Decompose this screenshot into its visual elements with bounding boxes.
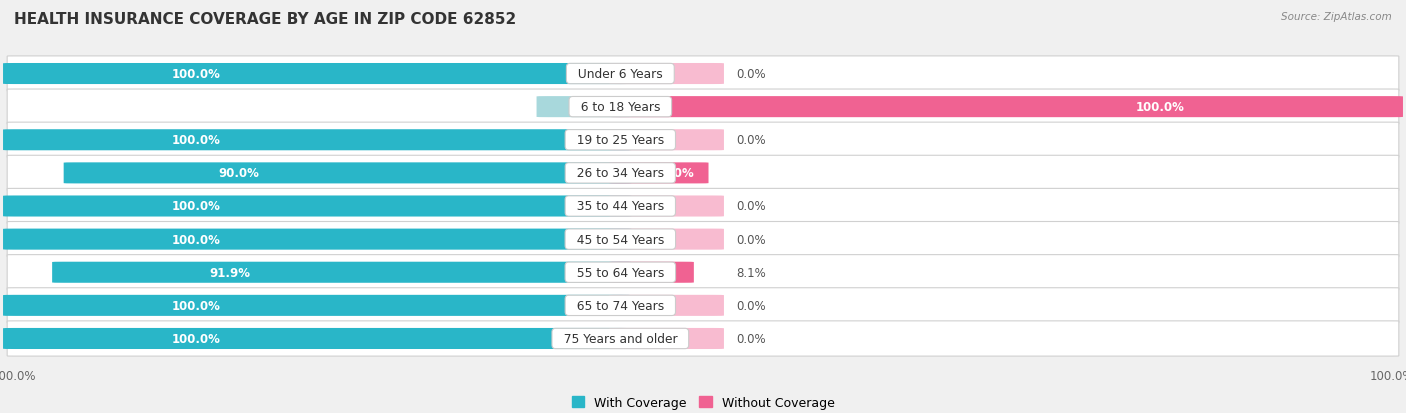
FancyBboxPatch shape <box>609 295 724 316</box>
FancyBboxPatch shape <box>609 97 1403 118</box>
Text: 0.0%: 0.0% <box>737 233 766 246</box>
FancyBboxPatch shape <box>609 262 693 283</box>
FancyBboxPatch shape <box>609 130 724 151</box>
Text: 26 to 34 Years: 26 to 34 Years <box>569 167 672 180</box>
Text: 100.0%: 100.0% <box>172 299 221 312</box>
FancyBboxPatch shape <box>609 64 724 85</box>
Text: 90.0%: 90.0% <box>218 167 259 180</box>
Text: 100.0%: 100.0% <box>172 200 221 213</box>
FancyBboxPatch shape <box>7 288 1399 323</box>
Text: 100.0%: 100.0% <box>172 134 221 147</box>
Text: 10.0%: 10.0% <box>654 167 695 180</box>
Text: 100.0%: 100.0% <box>172 68 221 81</box>
Text: HEALTH INSURANCE COVERAGE BY AGE IN ZIP CODE 62852: HEALTH INSURANCE COVERAGE BY AGE IN ZIP … <box>14 12 516 27</box>
FancyBboxPatch shape <box>52 262 631 283</box>
Text: 91.9%: 91.9% <box>209 266 250 279</box>
Text: 45 to 54 Years: 45 to 54 Years <box>569 233 672 246</box>
FancyBboxPatch shape <box>3 328 631 349</box>
FancyBboxPatch shape <box>63 163 631 184</box>
Text: 75 Years and older: 75 Years and older <box>555 332 685 345</box>
Text: 35 to 44 Years: 35 to 44 Years <box>569 200 672 213</box>
FancyBboxPatch shape <box>3 130 631 151</box>
Text: Under 6 Years: Under 6 Years <box>569 68 671 81</box>
Text: 100.0%: 100.0% <box>172 233 221 246</box>
Text: 55 to 64 Years: 55 to 64 Years <box>569 266 672 279</box>
FancyBboxPatch shape <box>7 321 1399 356</box>
FancyBboxPatch shape <box>3 196 631 217</box>
Legend: With Coverage, Without Coverage: With Coverage, Without Coverage <box>567 391 839 413</box>
FancyBboxPatch shape <box>609 328 724 349</box>
FancyBboxPatch shape <box>7 255 1399 290</box>
Text: 65 to 74 Years: 65 to 74 Years <box>569 299 672 312</box>
Text: 0.0%: 0.0% <box>737 332 766 345</box>
Text: 6 to 18 Years: 6 to 18 Years <box>572 101 668 114</box>
FancyBboxPatch shape <box>7 57 1399 92</box>
Text: 8.1%: 8.1% <box>737 266 766 279</box>
FancyBboxPatch shape <box>609 196 724 217</box>
FancyBboxPatch shape <box>7 123 1399 158</box>
Text: 0.0%: 0.0% <box>737 200 766 213</box>
Text: 100.0%: 100.0% <box>1136 101 1185 114</box>
Text: Source: ZipAtlas.com: Source: ZipAtlas.com <box>1281 12 1392 22</box>
Text: 0.0%: 0.0% <box>737 68 766 81</box>
FancyBboxPatch shape <box>3 64 631 85</box>
Text: 0.0%: 0.0% <box>737 134 766 147</box>
Text: 19 to 25 Years: 19 to 25 Years <box>569 134 672 147</box>
FancyBboxPatch shape <box>609 163 709 184</box>
FancyBboxPatch shape <box>3 229 631 250</box>
FancyBboxPatch shape <box>537 97 631 118</box>
Text: 100.0%: 100.0% <box>172 332 221 345</box>
Text: 0.0%: 0.0% <box>737 299 766 312</box>
FancyBboxPatch shape <box>3 295 631 316</box>
FancyBboxPatch shape <box>7 156 1399 191</box>
FancyBboxPatch shape <box>7 189 1399 224</box>
FancyBboxPatch shape <box>7 222 1399 257</box>
FancyBboxPatch shape <box>7 90 1399 125</box>
FancyBboxPatch shape <box>609 229 724 250</box>
Text: 0.0%: 0.0% <box>572 101 602 114</box>
